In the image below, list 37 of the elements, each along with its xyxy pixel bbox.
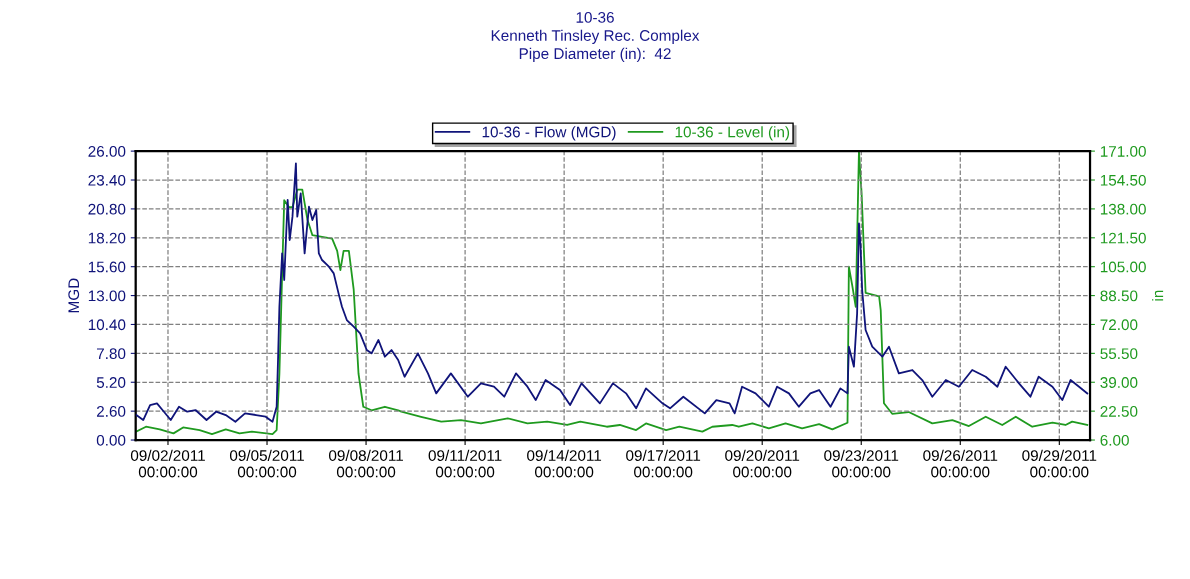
y2-tick-label: 171.00 — [1100, 145, 1146, 157]
x-tick-label: 09/17/2011 00:00:00 — [626, 449, 701, 478]
y-tick-label: 26.00 — [88, 145, 126, 157]
y-tick-label: 18.20 — [88, 232, 126, 244]
x-tick-label: 09/20/2011 00:00:00 — [725, 449, 800, 478]
y-tick-label: 2.60 — [96, 406, 126, 417]
y-tick-label: 10.40 — [88, 319, 126, 331]
y-tick-label: 15.60 — [88, 261, 126, 273]
x-tick-label: 09/08/2011 00:00:00 — [328, 449, 403, 478]
y2-tick-label: 39.00 — [1100, 377, 1138, 388]
y-axis-title: MGD — [68, 278, 80, 313]
chart-title: 10-36 Kenneth Tinsley Rec. Complex Pipe Diameter (in): 42 — [491, 11, 700, 63]
y2-tick-label: 55.50 — [1100, 348, 1138, 360]
y-tick-label: 5.20 — [96, 377, 126, 388]
x-tick-label: 09/11/2011 00:00:00 — [428, 449, 502, 478]
x-tick-label: 09/23/2011 00:00:00 — [824, 449, 899, 478]
legend-label: 10-36 - Flow (MGD) — [482, 126, 616, 141]
y2-tick-label: 88.50 — [1100, 290, 1138, 302]
x-tick-label: 09/05/2011 00:00:00 — [229, 449, 304, 478]
y2-tick-label: 6.00 — [1100, 434, 1129, 446]
y-tick-label: 0.00 — [96, 434, 126, 446]
y2-axis-title: in — [1152, 290, 1164, 301]
y2-tick-label: 121.50 — [1100, 232, 1146, 244]
y-tick-label: 7.80 — [96, 348, 126, 360]
x-tick-label: 09/14/2011 00:00:00 — [527, 449, 602, 478]
y2-tick-label: 105.00 — [1100, 261, 1146, 273]
y2-tick-label: 72.00 — [1100, 319, 1138, 331]
x-tick-label: 09/26/2011 00:00:00 — [923, 449, 998, 478]
x-tick-label: 09/02/2011 00:00:00 — [130, 449, 205, 478]
y2-tick-label: 22.50 — [1100, 406, 1138, 417]
y2-tick-label: 138.00 — [1100, 203, 1146, 215]
legend-label: 10-36 - Level (in) — [675, 126, 790, 141]
y-tick-label: 13.00 — [88, 290, 126, 302]
y2-tick-label: 154.50 — [1100, 174, 1146, 186]
x-tick-label: 09/29/2011 00:00:00 — [1022, 449, 1097, 478]
y-tick-label: 20.80 — [88, 203, 126, 215]
y-tick-label: 23.40 — [88, 174, 126, 186]
